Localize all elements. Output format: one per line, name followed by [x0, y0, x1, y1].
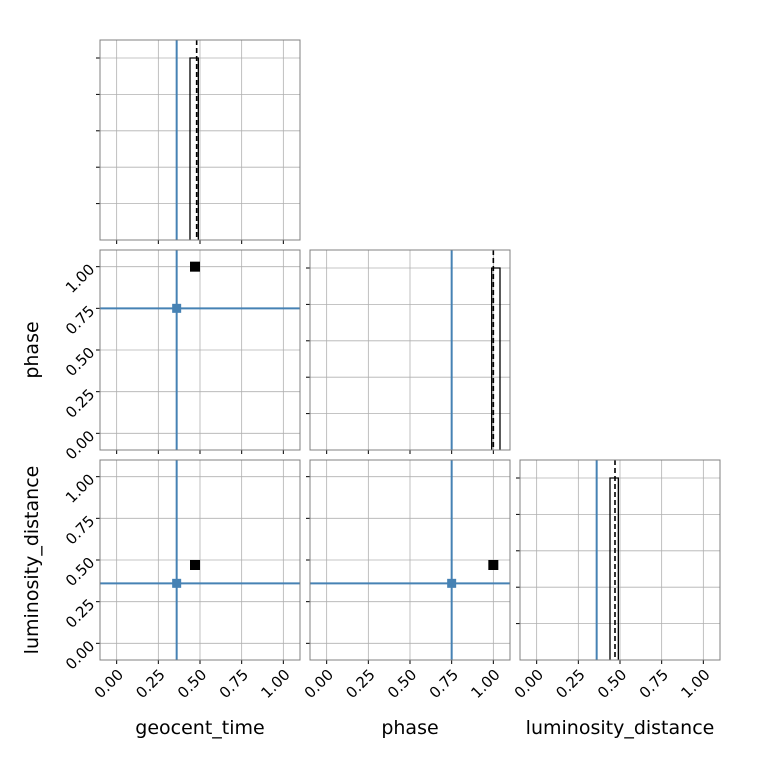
x-tick-label: 0.50: [384, 666, 420, 702]
panel-phase-hist: [306, 249, 511, 454]
x-tick-label: 0.75: [636, 666, 672, 702]
x-tick-label: 1.00: [677, 666, 713, 702]
histogram-bar-phase: [491, 267, 501, 450]
sample-point: [190, 261, 200, 272]
y-tick-label: 0.25: [62, 595, 98, 631]
panel-geocent_time-vs-phase: 0.00 0.25 0.50 0.75 1.00: [62, 249, 301, 463]
x-tick-label: 0.25: [552, 666, 588, 702]
x-tick-label: 1.00: [467, 666, 503, 702]
histogram-bar-luminosity_distance: [609, 477, 619, 660]
panel-geocent_time-vs-luminosity_distance: 0.000.250.500.751.000.00 0.25 0.50 0.75 1.00: [62, 459, 301, 702]
panel-frame: [309, 459, 511, 661]
y-tick-label: 0.75: [62, 302, 98, 338]
truth-marker: [172, 578, 182, 588]
panel-frame: [519, 459, 721, 661]
x-tick-label: 0.00: [91, 666, 127, 702]
truth-marker: [172, 303, 182, 313]
x-tick-label: 0.50: [594, 666, 630, 702]
panel-phase-vs-luminosity_distance: 0.00 0.25 0.50 0.75 1.00: [301, 459, 511, 702]
x-tick-label: 0.25: [342, 666, 378, 702]
y-tick-label: 1.00: [62, 470, 98, 506]
y-tick-label: 0.75: [62, 512, 98, 548]
ylabel-luminosity-distance: luminosity_distance: [21, 466, 43, 655]
sample-point: [488, 560, 499, 570]
xlabel-geocent-time: geocent_time: [135, 717, 264, 739]
panel-frame: [99, 459, 301, 661]
y-tick-label: 0.50: [62, 554, 98, 590]
panel-frame: [99, 39, 301, 241]
panel-frame: [99, 249, 301, 451]
sample-point: [190, 560, 200, 570]
x-tick-label: 1.00: [257, 666, 293, 702]
x-tick-label: 0.75: [426, 666, 462, 702]
truth-marker: [447, 578, 457, 588]
y-tick-label: 0.00: [62, 637, 98, 673]
y-tick-label: 1.00: [62, 260, 98, 296]
y-tick-label: 0.00: [62, 427, 98, 463]
plot-root: 0.000.250.500.751.000.000.250.500.751.00…: [62, 39, 721, 702]
panel-frame: [309, 249, 511, 451]
x-tick-label: 0.50: [174, 666, 210, 702]
x-tick-label: 0.00: [511, 666, 547, 702]
panel-luminosity_distance-hist: 0.00 0.25 0.50 0.75 1.00: [511, 459, 721, 702]
ylabel-phase: phase: [21, 321, 43, 378]
y-tick-label: 0.50: [62, 344, 98, 380]
y-tick-label: 0.25: [62, 385, 98, 421]
x-tick-label: 0.75: [216, 666, 252, 702]
histogram-bar-geocent_time: [189, 57, 199, 240]
xlabel-phase: phase: [381, 717, 438, 739]
panel-geocent_time-hist: [96, 39, 301, 244]
xlabel-luminosity-distance: luminosity_distance: [526, 717, 715, 739]
x-tick-label: 0.25: [132, 666, 168, 702]
x-tick-label: 0.00: [301, 666, 337, 702]
